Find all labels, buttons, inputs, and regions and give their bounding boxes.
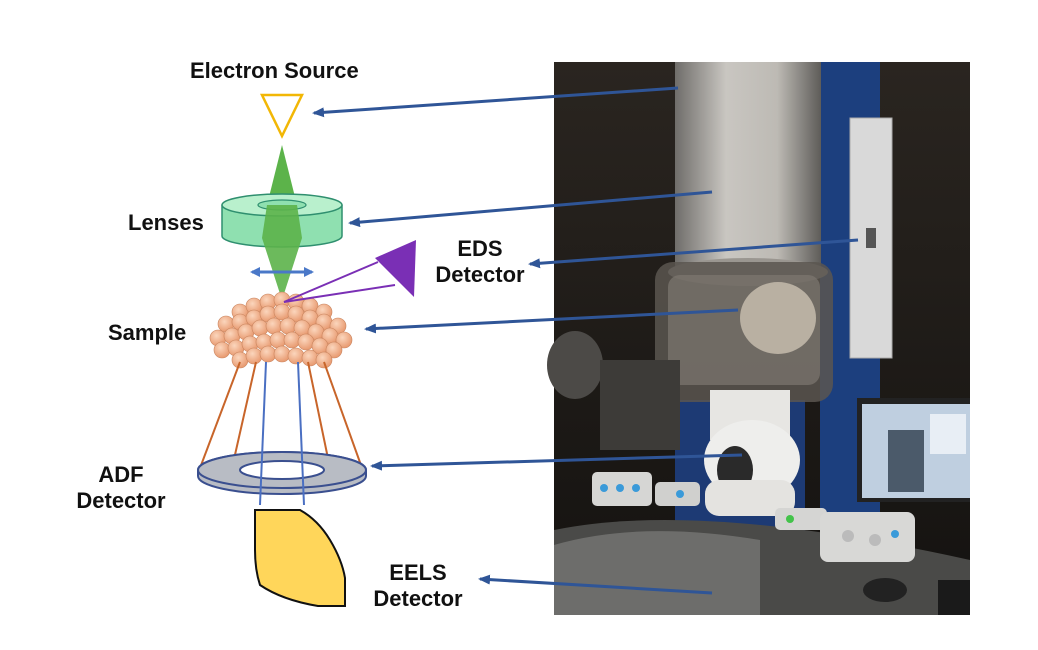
arrow-adf <box>370 453 743 471</box>
beam-upper <box>267 145 297 205</box>
label-lenses: Lenses <box>128 210 204 235</box>
arrow-sample <box>364 308 739 334</box>
label-adf: ADF Detector <box>66 462 176 514</box>
arrow-eds <box>528 238 859 269</box>
electron-source-icon <box>259 93 305 139</box>
transmitted-beam <box>259 361 305 506</box>
beam-lower <box>262 205 302 300</box>
adf-detector-icon <box>197 451 367 495</box>
label-adf-line1: ADF <box>98 462 144 487</box>
label-eels-line2: Detector <box>373 586 463 611</box>
arrow-electron-source <box>312 86 679 118</box>
sample-icon <box>209 291 353 369</box>
arrow-eels <box>478 574 713 595</box>
label-adf-line2: Detector <box>76 488 166 513</box>
label-eds-line1: EDS <box>457 236 503 261</box>
arrow-lenses <box>348 190 713 228</box>
label-eels-line1: EELS <box>389 560 447 585</box>
label-sample: Sample <box>108 320 187 345</box>
eds-detector-icon <box>283 240 416 303</box>
scatter-cone <box>199 361 363 469</box>
label-eds-line2: Detector <box>435 262 525 287</box>
label-eds: EDS Detector <box>420 236 540 288</box>
eels-detector-icon <box>254 509 346 607</box>
label-eels: EELS Detector <box>360 560 476 612</box>
label-electron-source: Electron Source <box>190 58 359 83</box>
pointer-arrows <box>312 86 859 595</box>
microscope-photo <box>547 62 970 615</box>
